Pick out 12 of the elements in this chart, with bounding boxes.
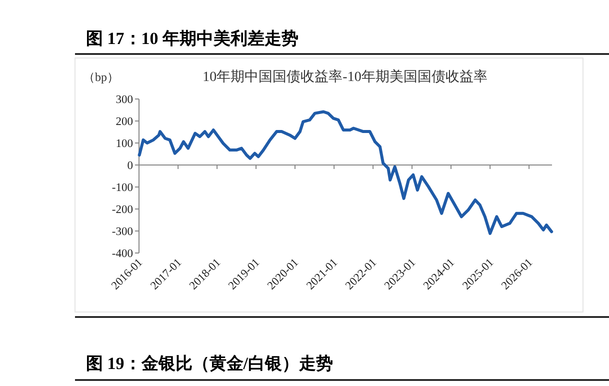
y-tick-label: -100 <box>112 182 134 194</box>
caption: 图 19：金银比（黄金/白银）走势 <box>86 354 333 373</box>
y-axis-title: （bp） <box>83 70 119 84</box>
y-tick-label: 200 <box>116 116 134 128</box>
y-tick-label: 300 <box>116 94 134 106</box>
y-tick-label: 100 <box>116 138 134 150</box>
y-tick-label: 0 <box>127 160 134 172</box>
chart-title: 图 17：10 年期中美利差走势 <box>86 29 298 48</box>
chart-subtitle: 10年期中国国债收益率-10年期美国国债收益率 <box>202 69 488 85</box>
y-tick-label: -200 <box>112 204 134 216</box>
y-tick-label: -300 <box>112 226 134 238</box>
y-tick-label: -400 <box>112 248 134 260</box>
